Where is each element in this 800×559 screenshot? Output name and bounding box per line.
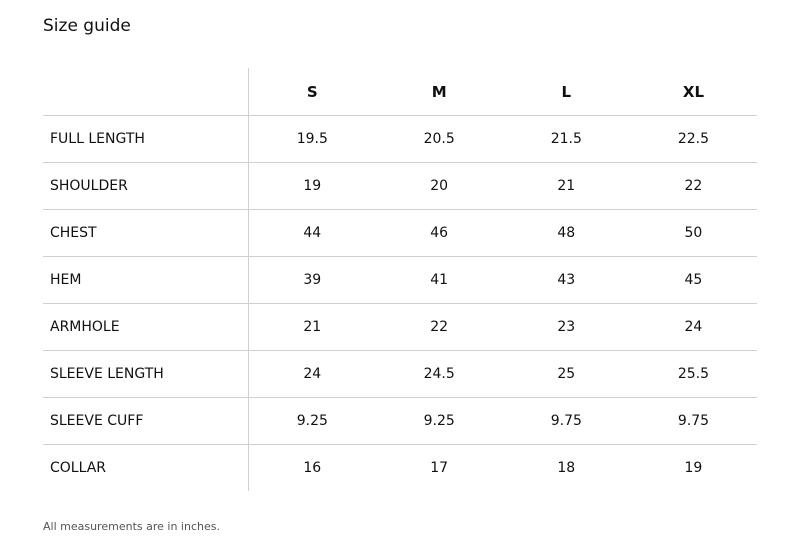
cell: 22 <box>375 303 503 351</box>
cell: 43 <box>502 256 630 304</box>
row-label: SHOULDER <box>43 162 249 210</box>
table-row: SLEEVE LENGTH 24 24.5 25 25.5 <box>43 350 757 398</box>
table-row: CHEST 44 46 48 50 <box>43 209 757 257</box>
cell: 19.5 <box>248 115 376 163</box>
column-header: M <box>431 82 447 101</box>
table-row: SLEEVE CUFF 9.25 9.25 9.75 9.75 <box>43 397 757 445</box>
row-label: ARMHOLE <box>43 303 249 351</box>
cell: 48 <box>502 209 630 257</box>
cell: 20 <box>375 162 503 210</box>
corner-cell <box>43 68 249 116</box>
row-label: SLEEVE LENGTH <box>43 350 249 398</box>
footnote: All measurements are in inches. <box>43 520 220 533</box>
size-table: S M L XL FULL LENGTH 19.5 20.5 21.5 22.5 SHOULDE… <box>43 68 757 491</box>
row-label: CHEST <box>43 209 249 257</box>
column-header: S <box>306 82 318 101</box>
cell: 22 <box>629 162 757 210</box>
cell: 24 <box>629 303 757 351</box>
row-label: HEM <box>43 256 249 304</box>
cell: 24 <box>248 350 376 398</box>
table-row: FULL LENGTH 19.5 20.5 21.5 22.5 <box>43 115 757 163</box>
cell: 22.5 <box>629 115 757 163</box>
cell: 19 <box>248 162 376 210</box>
column-header: XL <box>682 82 704 101</box>
cell: 9.75 <box>629 397 757 445</box>
cell: 18 <box>502 444 630 491</box>
cell: 25.5 <box>629 350 757 398</box>
cell: 17 <box>375 444 503 491</box>
row-label: FULL LENGTH <box>43 115 249 163</box>
table-row: SHOULDER 19 20 21 22 <box>43 162 757 210</box>
cell: 9.75 <box>502 397 630 445</box>
cell: 24.5 <box>375 350 503 398</box>
cell: 19 <box>629 444 757 491</box>
cell: 9.25 <box>248 397 376 445</box>
row-label: SLEEVE CUFF <box>43 397 249 445</box>
column-header: L <box>561 82 572 101</box>
cell: 16 <box>248 444 376 491</box>
cell: 41 <box>375 256 503 304</box>
cell: 20.5 <box>375 115 503 163</box>
cell: 23 <box>502 303 630 351</box>
row-label: COLLAR <box>43 444 249 491</box>
cell: 45 <box>629 256 757 304</box>
table-row: COLLAR 16 17 18 19 <box>43 444 757 491</box>
cell: 50 <box>629 209 757 257</box>
table-row: ARMHOLE 21 22 23 24 <box>43 303 757 351</box>
cell: 44 <box>248 209 376 257</box>
cell: 21.5 <box>502 115 630 163</box>
cell: 21 <box>502 162 630 210</box>
cell: 21 <box>248 303 376 351</box>
table-row: HEM 39 41 43 45 <box>43 256 757 304</box>
header-row: S M L XL <box>43 68 757 116</box>
table-body: FULL LENGTH 19.5 20.5 21.5 22.5 SHOULDER 19 20 2… <box>43 115 757 491</box>
cell: 9.25 <box>375 397 503 445</box>
cell: 39 <box>248 256 376 304</box>
cell: 46 <box>375 209 503 257</box>
cell: 25 <box>502 350 630 398</box>
title: Size guide <box>43 16 131 36</box>
